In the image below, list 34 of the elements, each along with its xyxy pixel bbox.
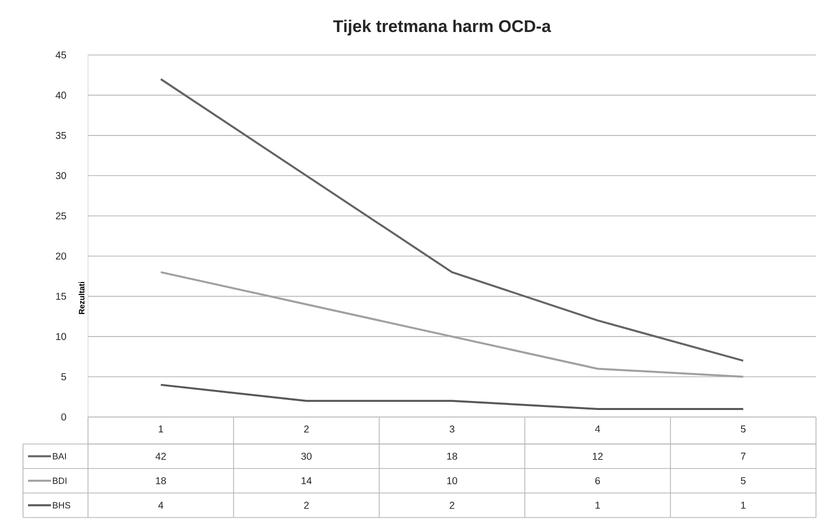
y-tick-label: 40 <box>56 92 66 99</box>
y-tick-label: 10 <box>56 333 66 340</box>
legend-label: BAI <box>52 453 66 460</box>
data-label: 2 <box>450 502 454 509</box>
x-tick-label: 5 <box>740 426 746 432</box>
x-tick-label: 2 <box>304 426 309 432</box>
y-tick-label: 0 <box>61 413 66 421</box>
data-label: 10 <box>447 477 458 484</box>
data-label: 18 <box>156 477 166 484</box>
y-tick-label: 35 <box>56 132 66 139</box>
y-tick-label: 15 <box>56 292 66 300</box>
data-label: 18 <box>447 452 458 460</box>
data-label: 1 <box>741 502 746 509</box>
x-tick-label: 4 <box>595 426 600 432</box>
x-tick-label: 1 <box>158 426 164 432</box>
data-label: 4 <box>158 502 164 509</box>
chart-title: Tijek tretmana harm OCD-a <box>333 20 552 36</box>
legend-label: BDI <box>52 478 66 484</box>
y-tick-label: 30 <box>56 172 66 180</box>
y-tick-label: 5 <box>61 373 66 380</box>
y-tick-label: 20 <box>56 252 66 260</box>
data-label: 12 <box>592 452 603 460</box>
x-tick-label: 3 <box>450 426 454 433</box>
data-label: 30 <box>301 452 312 460</box>
data-label: 42 <box>156 452 166 460</box>
y-tick-label: 25 <box>56 212 66 220</box>
legend-label: BHS <box>52 502 70 508</box>
data-label: 6 <box>595 477 600 484</box>
y-tick-label: 45 <box>56 52 66 58</box>
data-label: 14 <box>302 477 312 484</box>
data-label: 2 <box>304 502 309 509</box>
data-label: 7 <box>740 452 746 460</box>
data-label: 5 <box>740 477 746 484</box>
data-label: 1 <box>596 502 600 509</box>
